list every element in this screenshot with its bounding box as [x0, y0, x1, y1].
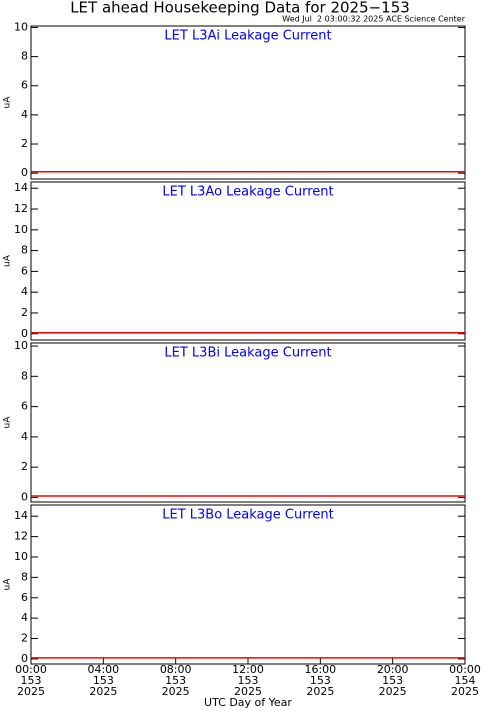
plot-frame	[30, 25, 466, 180]
x-tick-sublabel: 153	[165, 674, 186, 687]
panel-title: LET L3Bo Leakage Current	[162, 508, 334, 523]
x-tick-label: 00:00	[449, 663, 481, 676]
x-tick-label: 00:00	[15, 663, 47, 676]
y-tick-label: 6	[21, 591, 28, 604]
y-tick-label: 0	[21, 490, 28, 503]
y-tick-label: 4	[21, 285, 28, 298]
page-title: LET ahead Housekeeping Data for 2025−153	[70, 0, 410, 17]
y-tick-label: 2	[21, 632, 28, 645]
x-tick-sublabel: 153	[21, 674, 42, 687]
y-tick-label: 6	[21, 264, 28, 277]
y-tick-label: 8	[21, 244, 28, 257]
y-tick-label: 0	[21, 652, 28, 665]
y-tick-label: 10	[14, 339, 28, 352]
y-tick-label: 2	[21, 460, 28, 473]
y-axis-label: uA	[3, 578, 13, 591]
page-subtitle: Wed Jul 2 03:00:32 2025 ACE Science Cent…	[282, 15, 465, 24]
x-tick-sublabel: 153	[238, 674, 259, 687]
y-axis-label: uA	[3, 254, 13, 267]
y-tick-label: 0	[21, 166, 28, 179]
x-tick-sublabel: 153	[93, 674, 114, 687]
x-tick-sublabel: 2025	[89, 685, 117, 698]
x-tick-sublabel: 2025	[162, 685, 190, 698]
x-tick-sublabel: 2025	[306, 685, 334, 698]
y-tick-label: 14	[14, 509, 28, 522]
panel-title: LET L3Ai Leakage Current	[164, 29, 331, 44]
y-tick-label: 8	[21, 369, 28, 382]
y-tick-label: 4	[21, 108, 28, 121]
x-tick-label: 20:00	[377, 663, 409, 676]
y-tick-label: 2	[21, 306, 28, 319]
y-tick-label: 10	[14, 550, 28, 563]
x-tick-sublabel: 154	[455, 674, 476, 687]
y-tick-label: 4	[21, 430, 28, 443]
x-tick-sublabel: 2025	[379, 685, 407, 698]
x-tick-sublabel: 153	[310, 674, 331, 687]
y-tick-label: 8	[21, 570, 28, 583]
y-axis-label: uA	[3, 96, 13, 109]
x-tick-sublabel: 2025	[17, 685, 45, 698]
y-tick-label: 6	[21, 400, 28, 413]
x-tick-sublabel: 2025	[451, 685, 479, 698]
y-tick-label: 14	[14, 181, 28, 194]
x-tick-label: 12:00	[232, 663, 264, 676]
y-tick-label: 10	[14, 223, 28, 236]
y-tick-label: 4	[21, 611, 28, 624]
plot-frame	[30, 342, 466, 503]
y-tick-label: 12	[14, 530, 28, 543]
y-tick-label: 8	[21, 50, 28, 63]
x-tick-label: 16:00	[304, 663, 336, 676]
panel-title: LET L3Ao Leakage Current	[162, 185, 333, 200]
x-tick-label: 08:00	[160, 663, 192, 676]
y-tick-label: 6	[21, 79, 28, 92]
y-axis-label: uA	[3, 416, 13, 429]
panel-title: LET L3Bi Leakage Current	[164, 346, 331, 361]
x-tick-sublabel: 2025	[234, 685, 262, 698]
y-tick-label: 0	[21, 327, 28, 340]
y-tick-label: 2	[21, 137, 28, 150]
x-tick-label: 04:00	[87, 663, 119, 676]
plot-frame	[30, 181, 466, 341]
y-tick-label: 10	[14, 20, 28, 33]
x-axis-label: UTC Day of Year	[204, 696, 292, 709]
x-tick-sublabel: 153	[382, 674, 403, 687]
y-tick-label: 12	[14, 202, 28, 215]
